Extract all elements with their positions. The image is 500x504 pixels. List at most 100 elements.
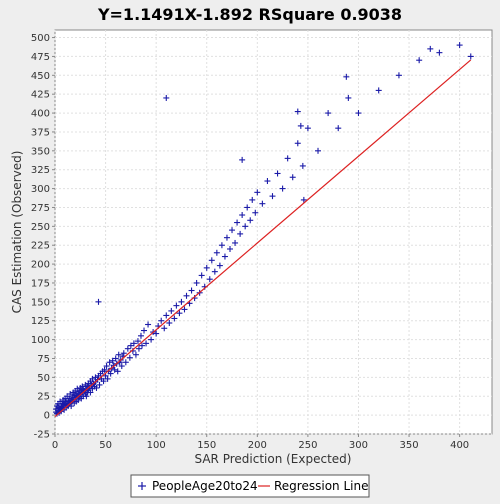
data-point — [416, 57, 423, 64]
data-point — [284, 155, 291, 162]
regression-line — [54, 59, 472, 418]
data-point — [211, 268, 218, 275]
data-point — [161, 325, 168, 332]
data-point — [294, 140, 301, 147]
data-point — [221, 253, 228, 260]
data-point — [95, 298, 102, 305]
y-tick-label: 200 — [31, 260, 50, 271]
y-tick-label: 100 — [31, 335, 50, 346]
data-point — [259, 200, 266, 207]
data-point — [132, 351, 139, 358]
data-point — [242, 223, 249, 230]
data-point — [289, 174, 296, 181]
data-point — [206, 276, 213, 283]
y-tick-label: 0 — [44, 411, 50, 422]
x-tick-label: 200 — [248, 440, 267, 451]
data-point — [104, 375, 111, 382]
data-point — [325, 110, 332, 117]
y-tick-label: 50 — [37, 373, 50, 384]
y-tick-label: 300 — [31, 184, 50, 195]
y-tick-label: 375 — [31, 127, 50, 138]
data-point — [299, 162, 306, 169]
data-point — [427, 45, 434, 52]
data-point — [244, 204, 251, 211]
data-point — [234, 219, 241, 226]
data-point — [315, 147, 322, 154]
data-point — [181, 306, 188, 313]
data-point — [249, 196, 256, 203]
y-tick-label: 350 — [31, 146, 50, 157]
data-point — [171, 315, 178, 322]
y-tick-label: 500 — [31, 33, 50, 44]
data-point — [208, 257, 215, 264]
data-point — [239, 156, 246, 163]
legend: PeopleAge20to24 Regression Line — [130, 474, 370, 498]
data-points — [53, 42, 474, 417]
data-point — [300, 196, 307, 203]
data-point — [304, 125, 311, 132]
data-point — [89, 375, 96, 382]
data-point — [198, 272, 205, 279]
y-tick-label: 475 — [31, 52, 50, 63]
data-point — [96, 381, 103, 388]
data-point — [355, 110, 362, 117]
data-point — [67, 390, 74, 397]
data-point — [79, 383, 86, 390]
data-point — [375, 87, 382, 94]
data-point — [126, 354, 133, 361]
data-point — [93, 384, 100, 391]
data-point — [163, 312, 170, 319]
y-tick-label: 400 — [31, 109, 50, 120]
data-point — [168, 307, 175, 314]
data-point — [203, 264, 210, 271]
data-point — [127, 342, 134, 349]
y-tick-label: 125 — [31, 316, 50, 327]
data-point — [467, 53, 474, 60]
y-tick-label: 425 — [31, 90, 50, 101]
data-point — [130, 340, 137, 347]
x-axis-label: SAR Prediction (Expected) — [195, 452, 352, 466]
data-point — [183, 292, 190, 299]
data-point — [294, 108, 301, 115]
data-point — [345, 94, 352, 101]
grid-lines — [54, 30, 492, 435]
data-point — [188, 287, 195, 294]
data-point — [297, 122, 304, 129]
data-point — [143, 340, 150, 347]
data-point — [216, 262, 223, 269]
data-point — [178, 298, 185, 305]
data-point — [158, 317, 165, 324]
y-tick-label: 150 — [31, 297, 50, 308]
x-tick-label: 100 — [147, 440, 166, 451]
x-tick-label: 350 — [400, 440, 419, 451]
data-point — [343, 73, 350, 80]
data-point — [176, 310, 183, 317]
data-point — [456, 42, 463, 49]
data-point — [100, 378, 107, 385]
legend-box — [130, 474, 370, 498]
y-tick-label: 325 — [31, 165, 50, 176]
data-point — [173, 302, 180, 309]
x-tick-label: 400 — [450, 440, 469, 451]
data-point — [218, 242, 225, 249]
data-point — [112, 355, 119, 362]
data-point — [135, 345, 142, 352]
regression-line-layer — [54, 59, 472, 418]
data-point — [279, 185, 286, 192]
chart-title: Y=1.1491X-1.892 RSquare 0.9038 — [97, 5, 402, 24]
x-tick-label: 250 — [298, 440, 317, 451]
data-point — [227, 245, 234, 252]
data-point — [114, 368, 121, 375]
data-point — [166, 319, 173, 326]
data-point — [254, 189, 261, 196]
data-point — [237, 230, 244, 237]
data-point — [223, 234, 230, 241]
legend-regression-label: Regression Line — [274, 479, 368, 493]
data-point — [115, 351, 122, 358]
data-point — [395, 72, 402, 79]
data-point — [124, 345, 131, 352]
data-point — [145, 321, 152, 328]
data-point — [75, 397, 82, 404]
data-point — [193, 279, 200, 286]
data-point — [148, 336, 155, 343]
